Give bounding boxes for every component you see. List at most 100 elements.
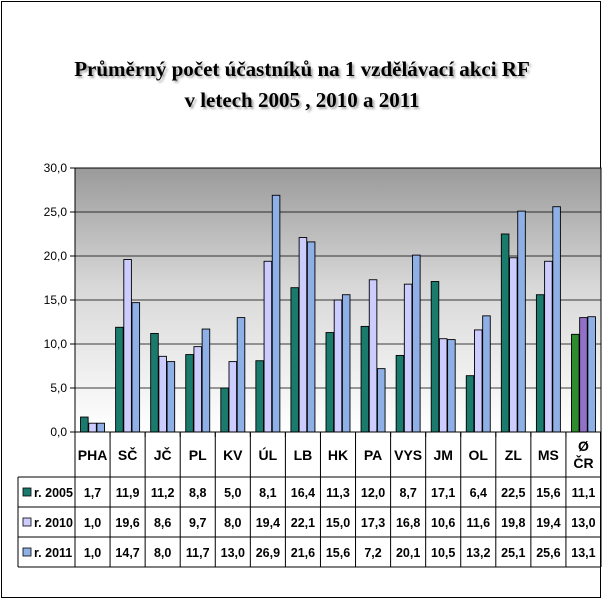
bar	[325, 332, 335, 433]
category-label: ZL	[505, 447, 523, 463]
table-cell: 12,0	[361, 486, 385, 500]
table-cell: 26,9	[256, 546, 280, 560]
table-cell: 11,7	[186, 546, 210, 560]
table-cell: 25,1	[501, 546, 525, 560]
bar	[517, 210, 526, 433]
bar	[298, 237, 308, 433]
table-cell: 13,1	[571, 546, 595, 560]
table-cell: 8,6	[154, 516, 171, 530]
bar	[430, 281, 440, 433]
table-cell: 17,1	[431, 486, 455, 500]
table-cell: 8,7	[399, 486, 416, 500]
bar	[123, 259, 132, 433]
y-tick-label: 5,0	[50, 381, 67, 395]
table-cell: 7,2	[364, 546, 381, 560]
bar	[166, 361, 176, 433]
bar	[88, 422, 97, 433]
table-cell: 22,1	[291, 516, 315, 530]
bar	[306, 241, 316, 433]
table-cell: 16,8	[396, 516, 420, 530]
bar	[535, 294, 545, 433]
table-cell: 16,4	[291, 486, 315, 500]
bar	[185, 354, 194, 433]
bar	[193, 346, 202, 433]
category-label: MS	[538, 447, 559, 463]
bar	[395, 354, 405, 433]
legend-swatch	[22, 547, 32, 557]
table-cell: 15,6	[536, 486, 560, 500]
table-cell: 5,0	[224, 486, 241, 500]
bar	[228, 361, 238, 433]
table-cell: 11,2	[151, 486, 175, 500]
category-label: ÚL	[259, 446, 278, 463]
bar	[552, 206, 561, 433]
table-cell: 20,1	[396, 546, 420, 560]
bar	[341, 294, 351, 433]
bar	[263, 260, 273, 433]
y-tick-label: 30,0	[44, 161, 68, 175]
bar	[474, 329, 483, 433]
category-label: VYS	[394, 447, 422, 463]
bar	[96, 422, 105, 433]
table-cell: 14,7	[115, 546, 139, 560]
bar	[438, 338, 448, 433]
table-cell: 19,4	[536, 516, 560, 530]
table-cell: 15,0	[326, 516, 350, 530]
table-cell: 10,6	[431, 516, 455, 530]
chart-title: Průměrný počet účastníků na 1 vzdělávací…	[74, 57, 530, 81]
table-cell: 19,4	[256, 516, 280, 530]
category-label: SČ	[118, 446, 137, 463]
table-cell: 11,9	[116, 486, 140, 500]
bar	[131, 302, 141, 433]
legend-swatch	[22, 517, 32, 527]
table-cell: 8,8	[189, 486, 206, 500]
bar	[412, 254, 421, 433]
category-label: PHA	[78, 447, 108, 463]
y-tick-label: 20,0	[44, 249, 68, 263]
bar	[236, 317, 246, 433]
bar	[500, 233, 510, 433]
bar	[579, 317, 588, 433]
bar	[150, 332, 159, 433]
bar	[509, 257, 518, 433]
bar	[377, 368, 386, 433]
bar	[544, 260, 553, 433]
table-cell: 13,2	[466, 546, 490, 560]
bar	[220, 387, 229, 433]
bar	[571, 333, 580, 433]
bar	[290, 287, 299, 433]
legend-swatch	[22, 487, 32, 497]
category-label: PA	[364, 447, 382, 463]
category-label: HK	[328, 447, 348, 463]
bar	[368, 279, 378, 433]
category-label: Ø ČR	[573, 438, 593, 471]
table-cell: 1,0	[84, 546, 101, 560]
table-cell: 9,7	[189, 516, 206, 530]
legend-label: r. 2005	[34, 486, 73, 500]
y-tick-label: 25,0	[44, 205, 68, 219]
bar	[403, 283, 413, 433]
table-cell: 19,8	[501, 516, 525, 530]
bar	[587, 316, 596, 433]
table-cell: 1,7	[84, 486, 101, 500]
bar	[333, 299, 343, 433]
bar	[465, 375, 475, 433]
chart-title-block: Průměrný počet účastníků na 1 vzdělávací…	[0, 54, 604, 116]
table-cell: 21,6	[291, 546, 315, 560]
table-cell: 11,1	[572, 486, 596, 500]
table-cell: 8,1	[259, 486, 276, 500]
table-cell: 1,0	[84, 516, 101, 530]
table-cell: 15,6	[326, 546, 350, 560]
y-tick-label: 15,0	[44, 293, 68, 307]
bar	[360, 325, 370, 433]
y-tick-label: 10,0	[44, 337, 68, 351]
bar	[271, 194, 281, 433]
table-cell: 22,5	[501, 486, 525, 500]
table-cell: 13,0	[221, 546, 245, 560]
table-cell: 17,3	[361, 516, 385, 530]
legend-label: r. 2011	[34, 546, 72, 560]
table-cell: 25,6	[536, 546, 560, 560]
table-cell: 8,0	[154, 546, 171, 560]
y-tick-label: 0,0	[50, 425, 67, 439]
